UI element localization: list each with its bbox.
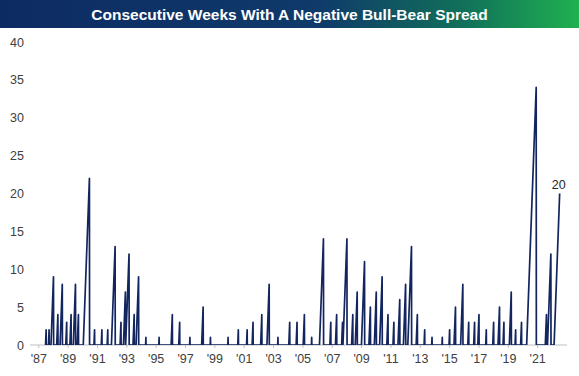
x-tick (126, 345, 127, 348)
x-tick-label: '07 (324, 352, 340, 366)
x-tick (449, 345, 450, 348)
x-tick (420, 345, 421, 348)
y-tick-label: 10 (10, 263, 24, 277)
x-tick-label: '05 (295, 352, 311, 366)
y-tick-label: 15 (10, 225, 24, 239)
background (0, 0, 579, 376)
chart: Consecutive Weeks With A Negative Bull-B… (0, 0, 579, 376)
x-tick (302, 345, 303, 348)
x-tick-label: '13 (412, 352, 428, 366)
y-tick-label: 0 (17, 339, 24, 353)
y-tick (28, 269, 30, 270)
x-tick-label: '95 (148, 352, 164, 366)
x-tick (156, 345, 157, 348)
x-tick-label: '89 (60, 352, 76, 366)
x-tick (97, 345, 98, 348)
y-tick-label: 5 (17, 301, 24, 315)
x-tick-label: '11 (383, 352, 398, 366)
line-series (46, 87, 560, 345)
x-tick-label: '09 (353, 352, 369, 366)
y-tick (28, 117, 30, 118)
y-tick-label: 40 (10, 36, 24, 50)
x-tick-label: '19 (500, 352, 516, 366)
y-tick (28, 79, 30, 80)
x-tick-label: '15 (441, 352, 457, 366)
x-tick-label: '91 (89, 352, 105, 366)
y-tick (28, 231, 30, 232)
x-tick (68, 345, 69, 348)
x-tick (38, 345, 39, 348)
x-tick (185, 345, 186, 348)
x-tick-label: '99 (207, 352, 223, 366)
y-tick (28, 155, 30, 156)
x-tick-label: '87 (31, 352, 47, 366)
x-tick (537, 345, 538, 348)
x-tick-label: '01 (236, 352, 252, 366)
x-tick-label: '93 (119, 352, 135, 366)
y-tick (28, 42, 30, 43)
x-tick (273, 345, 274, 348)
y-tick-label: 35 (10, 73, 24, 87)
x-tick-label: '21 (530, 352, 546, 366)
plot-area (46, 87, 560, 345)
y-tick (28, 307, 30, 308)
x-tick-label: '17 (471, 352, 487, 366)
title-banner (0, 0, 579, 28)
x-tick-label: '97 (177, 352, 193, 366)
x-tick (390, 345, 391, 348)
x-tick (244, 345, 245, 348)
y-tick-label: 30 (10, 111, 24, 125)
x-tick (332, 345, 333, 348)
y-tick (28, 193, 30, 194)
x-tick (214, 345, 215, 348)
x-tick (478, 345, 479, 348)
y-tick (28, 345, 30, 346)
x-tick (508, 345, 509, 348)
annotation: 20 (552, 178, 566, 192)
y-tick-label: 20 (10, 187, 24, 201)
title: Consecutive Weeks With A Negative Bull-B… (91, 6, 487, 23)
x-tick (361, 345, 362, 348)
y-tick-label: 25 (10, 149, 24, 163)
x-tick-label: '03 (265, 352, 281, 366)
